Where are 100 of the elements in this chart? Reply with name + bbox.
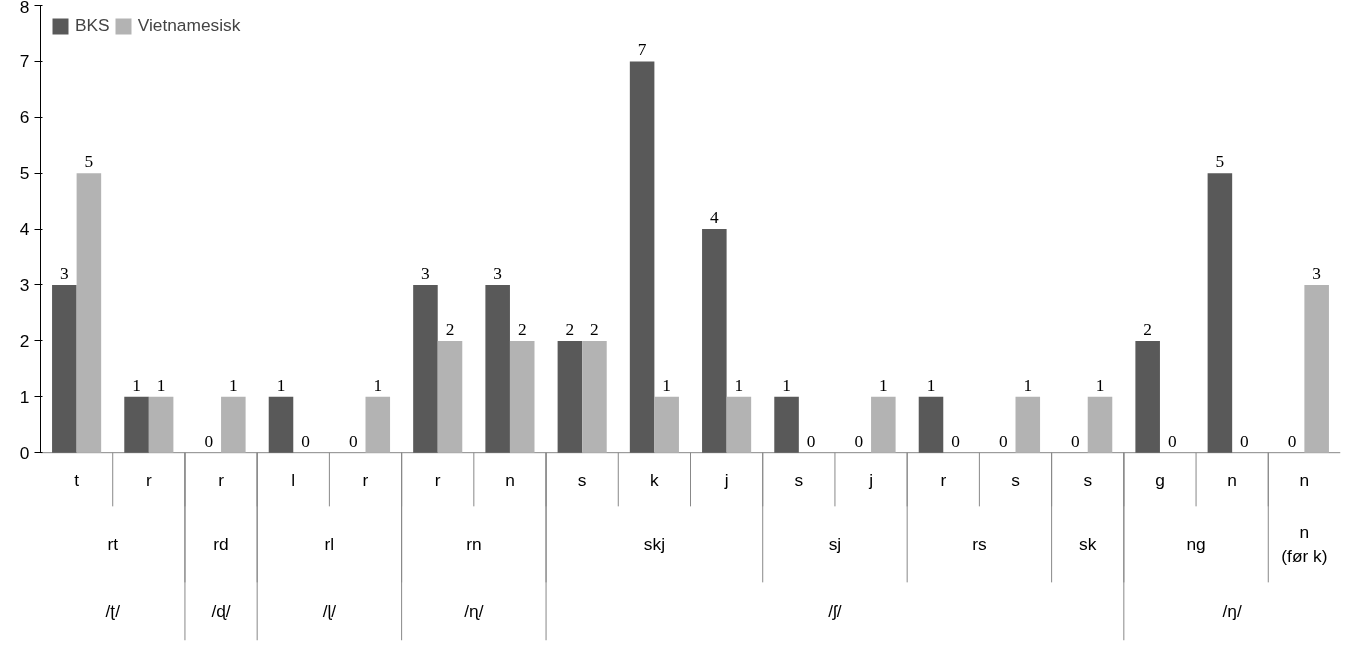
y-tick-label: 2 <box>19 330 30 351</box>
data-label: 5 <box>1215 152 1225 172</box>
data-label: 0 <box>806 431 816 451</box>
category-label: j <box>869 469 873 490</box>
bar <box>1135 340 1160 453</box>
bar <box>654 396 679 453</box>
category-label: rn <box>466 534 482 555</box>
data-label: 7 <box>637 40 647 60</box>
bar <box>485 284 510 453</box>
category-label: sj <box>828 534 842 555</box>
data-label: 4 <box>710 208 719 228</box>
bar <box>557 340 583 453</box>
data-label: 5 <box>84 152 94 172</box>
category-label: n <box>1299 469 1310 490</box>
category-label: /ɖ/ <box>211 601 231 622</box>
category-label: /ʃ/ <box>828 601 842 622</box>
bar <box>268 396 294 453</box>
category-label: ng <box>1186 534 1206 555</box>
data-label: 0 <box>998 431 1008 451</box>
bar <box>871 396 896 453</box>
data-label: 2 <box>1143 319 1153 339</box>
bar <box>413 284 438 453</box>
y-tick-label: 4 <box>19 219 30 240</box>
bar <box>52 284 77 453</box>
category-label: r <box>362 469 369 490</box>
data-label: 0 <box>951 431 960 451</box>
category-label: rl <box>324 534 335 555</box>
category-label: /ŋ/ <box>1222 601 1242 622</box>
bar <box>509 340 535 453</box>
category-label: /ʈ/ <box>105 601 120 622</box>
data-label: 1 <box>132 375 141 395</box>
bar <box>774 396 799 453</box>
category-label: r <box>434 469 441 490</box>
bar <box>148 396 174 453</box>
data-label: 2 <box>445 319 455 339</box>
legend-label: Vietnamesisk <box>137 15 241 36</box>
category-label: t <box>74 469 80 490</box>
legend-label: BKS <box>75 15 110 36</box>
data-label: 1 <box>373 375 383 395</box>
bar <box>1015 396 1041 453</box>
data-label: 0 <box>1240 431 1249 451</box>
data-label: 0 <box>854 431 864 451</box>
category-label: s <box>794 469 804 490</box>
bar <box>918 396 944 453</box>
data-label: 1 <box>1023 375 1033 395</box>
category-label: n (før k) <box>1281 522 1328 567</box>
category-label: r <box>145 469 152 490</box>
data-label: 3 <box>421 263 430 283</box>
bar <box>76 173 102 453</box>
category-label: j <box>724 469 729 490</box>
category-label: sk <box>1079 534 1097 555</box>
bar <box>437 340 463 453</box>
data-label: 1 <box>276 375 286 395</box>
category-label: r <box>940 469 947 490</box>
category-label: s <box>1083 469 1093 490</box>
data-label: 3 <box>493 263 503 283</box>
category-label: skj <box>643 534 665 555</box>
category-label: n <box>505 469 515 490</box>
category-label: k <box>650 469 659 490</box>
data-label: 3 <box>1312 263 1322 283</box>
data-label: 0 <box>1287 431 1297 451</box>
data-label: 2 <box>517 319 527 339</box>
y-tick-label: 7 <box>19 51 30 72</box>
bar <box>629 61 655 453</box>
category-label: s <box>1011 469 1020 490</box>
data-label: 1 <box>156 375 166 395</box>
bar <box>221 396 246 453</box>
bar <box>726 396 752 453</box>
data-label: 0 <box>1167 431 1177 451</box>
data-label: 1 <box>734 375 744 395</box>
category-label: rd <box>213 534 229 555</box>
category-label: /ɭ/ <box>322 601 337 622</box>
data-label: 1 <box>782 375 791 395</box>
category-label: rt <box>107 534 119 555</box>
data-label: 2 <box>590 319 599 339</box>
category-label: n <box>1227 469 1237 490</box>
y-tick-label: 3 <box>19 274 30 295</box>
bar <box>582 340 607 453</box>
y-tick-label: 5 <box>19 163 30 184</box>
bar <box>124 396 149 453</box>
data-label: 2 <box>565 319 575 339</box>
category-label: l <box>291 469 296 490</box>
y-tick-label: 1 <box>19 386 30 407</box>
data-label: 1 <box>229 375 238 395</box>
y-tick-label: 6 <box>19 107 30 128</box>
y-tick-label: 8 <box>19 0 30 17</box>
category-label: rs <box>972 534 987 555</box>
data-label: 3 <box>60 263 69 283</box>
data-label: 0 <box>1071 431 1080 451</box>
bar <box>1087 396 1113 453</box>
category-label: /ɳ/ <box>464 601 484 622</box>
category-label: g <box>1155 469 1165 490</box>
bar <box>1304 284 1329 453</box>
data-label: 1 <box>879 375 888 395</box>
y-tick-label: 0 <box>19 442 30 463</box>
data-label: 0 <box>301 431 310 451</box>
data-label: 0 <box>348 431 358 451</box>
bar <box>365 396 391 453</box>
data-label: 0 <box>204 431 214 451</box>
category-label: r <box>218 469 224 490</box>
